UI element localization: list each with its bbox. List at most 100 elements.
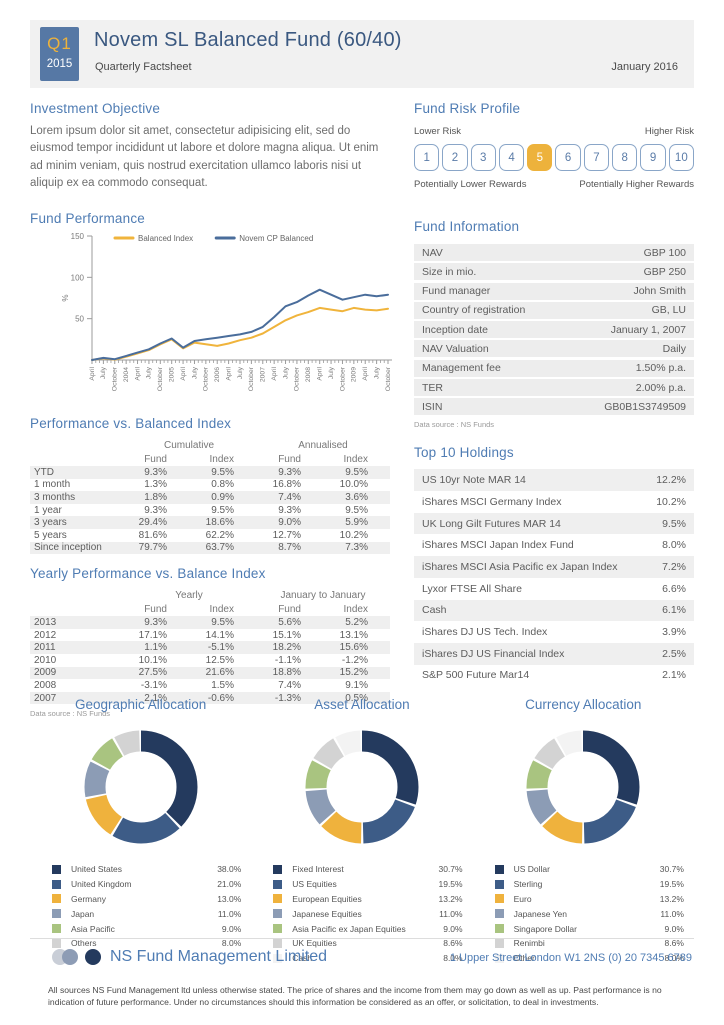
row-value: 10.2% [339,529,368,541]
info-value: 2.00% p.a. [635,381,686,394]
table-row: S&P 500 Future Mar14 2.1% [414,665,694,687]
allocation-legend: US Dollar 30.7% Sterling 19.5% Euro 13.2% Japa… [494,862,684,966]
legend-item: US Dollar 30.7% [494,862,684,877]
row-value: 21.6% [189,666,256,680]
x-tick-label: 2009 [351,367,358,382]
legend-swatch-icon [52,909,61,919]
legend-swatch-icon [52,864,61,874]
row-value: 62.2% [205,529,234,541]
info-value: GBP 100 [643,246,686,259]
legend-swatch-icon [52,924,61,934]
row-value: 12.7% [272,529,301,541]
table-row: ISIN GB0B1S3749509 [414,398,694,416]
legend-item: Japanese Equities 11.0% [273,906,463,921]
row-value: 17.1% [138,629,167,641]
legend-label: Singapore Dollar [513,923,577,934]
info-label: Fund manager [422,285,491,298]
company-name: NS Fund Management Limited [110,948,327,965]
x-tick-label: July [100,366,107,379]
x-tick-label: July [237,366,244,379]
row-value: 18.8% [256,666,323,680]
higher-rewards-label: Potentially Higher Rewards [579,179,694,190]
table-row: Management fee 1.50% p.a. [414,359,694,377]
legend-label: US Dollar [513,864,550,875]
legend-label: Japanese Equities [292,908,362,919]
legend-item: Renimbi 8.6% [494,936,684,951]
legend-item: Asia Pacific ex Japan Equities 9.0% [273,921,463,936]
legend-swatch-icon [494,924,504,934]
row-value: 0.5% [323,691,390,705]
legend-label: Cash [292,953,313,964]
legend-item: Sterling 19.5% [494,877,684,892]
legend-swatch-icon [52,938,61,948]
row-value: 5.6% [256,616,323,629]
x-tick-label: April [271,367,278,381]
legend-value: 13.0% [217,893,242,904]
table-row: Lyxor FTSE All Share 6.6% [414,578,694,600]
legend-value: 9.0% [221,923,242,934]
row-value: 7.4% [256,491,323,504]
row-value: 9.5% [211,504,234,516]
legend-item: Other 8.0% [494,951,684,966]
column-header-cell: Fund [278,453,301,465]
table-row: NAV GBP 100 [414,244,694,261]
row-value: 9.0% [256,516,323,529]
table-row: UK Long Gilt Futures MAR 14 9.5% [414,512,694,535]
group-header-cell: Cumulative [163,439,215,451]
table-row: Inception date January 1, 2007 [414,321,694,339]
spacer-cell [30,588,122,602]
legend-swatch-icon [52,879,61,889]
quarter-label: Q1 [47,34,72,53]
legend-swatch-icon [494,953,504,963]
legend-value: 38.0% [217,864,242,875]
row-label: 2008 [34,679,57,691]
legend-item: European Equities 13.2% [273,892,463,907]
row-label: 5 years [34,529,67,541]
allocation-title: Currency Allocation [525,697,642,712]
performance-table-heading: Performance vs. Balanced Index [30,416,232,431]
holding-name: UK Long Gilt Futures MAR 14 [422,517,561,530]
fund-info-data-source: Data source : NS Funds [414,420,495,430]
column-header-cell: Index [343,603,368,615]
row-value: 0.9% [189,491,256,504]
top-holdings-table: US 10yr Note MAR 14 12.2% iShares MSCI Ger… [414,469,694,686]
legend-label: US Equities [292,879,337,890]
legend-label: Fixed Interest [292,864,344,875]
holding-weight: 9.5% [662,517,686,530]
logo-circle-icon [62,949,78,965]
row-value: 15.2% [323,666,390,680]
row-label: 2009 [30,666,122,680]
legend-item: Japanese Yen 11.0% [494,906,684,921]
table-row: 3 months 1.8% 0.9% 7.4% 3.6% [30,491,390,504]
fund-information-table: NAV GBP 100 Size in mio. GBP 250 Fund manage… [414,244,694,416]
legend-label: Renimbi [513,938,545,949]
donut-segment [84,730,198,844]
row-value: 9.1% [345,679,368,691]
yearly-table-heading: Yearly Performance vs. Balance Index [30,566,266,582]
table-row: iShares MSCI Asia Pacific ex Japan Index… [414,556,694,578]
row-value: 1.1% [122,641,189,654]
legend-label: Germany [71,893,106,904]
legend-swatch-icon [273,953,283,963]
column-header-cell: Fund [278,603,301,615]
info-value: GB, LU [651,304,686,317]
legend-label: UK Equities [292,938,337,949]
row-value: 14.1% [205,629,234,641]
legend-label: Japanese Yen [513,908,568,919]
table-row: 2007 2.1% -0.6% -1.3% 0.5% [30,691,390,705]
allocation-donut-chart [84,730,198,844]
y-tick-label: 100 [71,273,85,282]
holding-name: Cash [422,604,447,617]
higher-risk-label: Higher Risk [644,126,694,137]
row-value: -0.6% [189,691,256,705]
lower-risk-label: Lower Risk [414,126,461,137]
x-tick-label: April [180,367,187,381]
row-value: -1.2% [341,654,368,666]
column-header-cell: Fund [144,453,167,465]
legend-label: Euro [513,893,532,904]
row-value: 7.4% [278,679,301,691]
row-value: 9.3% [256,466,323,479]
row-value: 15.1% [272,629,301,641]
legend-item: Others 8.0% [52,936,241,951]
table-row: iShares DJ US Financial Index 2.5% [414,642,694,665]
